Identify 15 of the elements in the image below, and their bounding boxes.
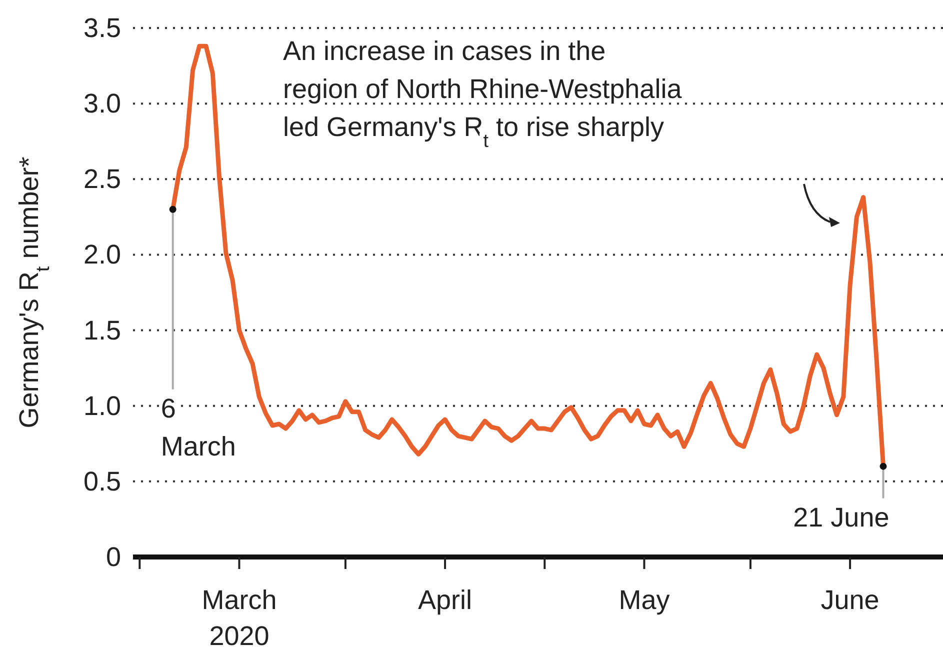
- x-tick-label: April: [418, 585, 472, 615]
- y-tick-label: 2.0: [83, 240, 121, 270]
- y-tick-label: 3.0: [83, 88, 121, 119]
- annotation: 21 June: [793, 502, 890, 532]
- y-tick-label: 1.0: [83, 390, 121, 421]
- x-tick-label: June: [820, 585, 880, 615]
- y-tick-label: 3.5: [83, 13, 121, 43]
- y-tick-label: 2.5: [83, 164, 121, 194]
- x-tick-label: March 2020: [202, 585, 277, 647]
- x-tick-label: May: [618, 585, 670, 615]
- y-tick-label: 0.5: [83, 466, 121, 496]
- annotation: 6 March: [160, 393, 236, 462]
- y-tick-label: 1.5: [83, 315, 121, 346]
- annotation: An increase in cases in the region of North Rhine-Westphalia led Germany's R$_{t}$ to rise sharply: [283, 36, 683, 152]
- y-tick-label: 0: [106, 542, 121, 572]
